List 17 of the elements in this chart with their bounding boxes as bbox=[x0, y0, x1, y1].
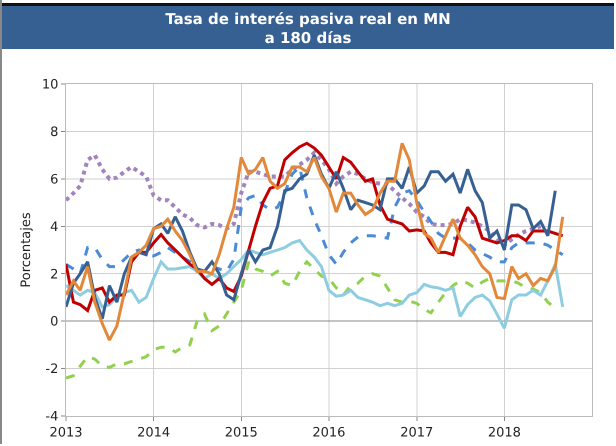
x-tick-label: 2018 bbox=[488, 426, 521, 441]
y-tick-label: 6 bbox=[50, 172, 58, 188]
line-series bbox=[66, 150, 543, 248]
x-tick-label: 2017 bbox=[400, 426, 434, 441]
y-tick-label: -4 bbox=[45, 410, 58, 425]
x-tick-label: 2013 bbox=[49, 426, 83, 441]
chart-title: Tasa de interés pasiva real en MN a 180 días bbox=[2, 3, 614, 49]
y-tick-label: 2 bbox=[50, 267, 58, 282]
y-tick-label: 8 bbox=[50, 124, 58, 140]
y-axis-title: Porcentajes bbox=[18, 212, 34, 288]
x-tick-label: 2016 bbox=[312, 426, 346, 441]
x-tick-label: 2015 bbox=[224, 426, 258, 441]
y-tick-label: 10 bbox=[42, 78, 58, 93]
y-tick-label: -2 bbox=[45, 362, 58, 378]
y-tick-label: 4 bbox=[50, 220, 58, 235]
x-tick-label: 2014 bbox=[137, 426, 170, 441]
y-tick-label: 0 bbox=[50, 314, 58, 330]
